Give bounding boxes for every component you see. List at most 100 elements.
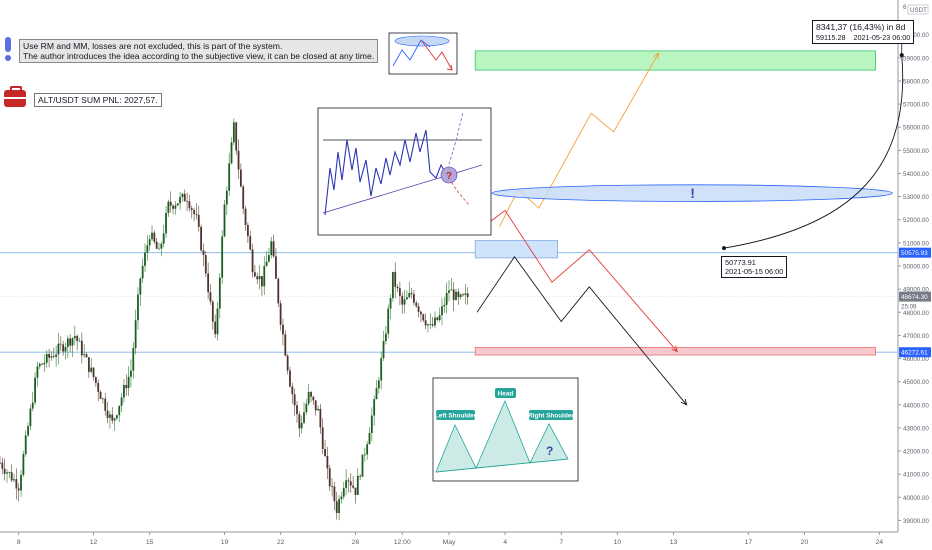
inset-triangle-diagram: ? bbox=[317, 107, 492, 236]
inset-question-mark: ? bbox=[446, 171, 452, 182]
candle-body bbox=[277, 278, 280, 304]
price-tick-label: 45000.00 bbox=[903, 379, 929, 386]
axis-price-text: 48674.30 bbox=[901, 294, 928, 301]
price-tick-label: 51000.00 bbox=[903, 240, 929, 247]
candle-body bbox=[239, 169, 242, 187]
candle-body bbox=[307, 392, 310, 404]
axis-price-tag bbox=[899, 291, 931, 302]
candle-body bbox=[377, 380, 380, 389]
candle-body bbox=[408, 293, 411, 298]
time-tick-label: 15 bbox=[146, 539, 154, 546]
time-tick-label: 7 bbox=[559, 539, 563, 546]
projection-red bbox=[486, 209, 678, 352]
candle-body bbox=[92, 367, 95, 378]
candle-body bbox=[422, 314, 425, 321]
start-price: 50773.91 bbox=[725, 258, 756, 267]
candle-body bbox=[448, 290, 450, 293]
candle-body bbox=[450, 289, 453, 291]
end-date: 2021-05-23 06:00 bbox=[853, 33, 911, 42]
currency-box bbox=[907, 4, 929, 15]
candle-body bbox=[246, 225, 249, 237]
candle-body bbox=[427, 324, 429, 326]
candle-body bbox=[434, 317, 436, 326]
pnl-label: ALT/USDT SUM PNL: 2027,57. bbox=[34, 93, 162, 107]
candle-body bbox=[347, 480, 350, 482]
candle-body bbox=[445, 292, 448, 305]
ellipse-exclamation: ! bbox=[690, 185, 695, 201]
candle-body bbox=[268, 255, 270, 262]
candle-body bbox=[457, 291, 460, 298]
price-tick-label: 48000.00 bbox=[903, 310, 929, 317]
candle-body bbox=[298, 414, 301, 429]
candle-body bbox=[244, 208, 247, 226]
gain-callout: 8341,37 (16,43%) in 8d 59115.28 2021-05-… bbox=[812, 20, 915, 44]
candle-body bbox=[293, 394, 296, 406]
candle-body bbox=[31, 402, 34, 409]
candle-body bbox=[438, 315, 441, 320]
price-tick-label: 52000.00 bbox=[903, 217, 929, 224]
candle-body bbox=[375, 388, 378, 400]
candle-body bbox=[300, 422, 303, 429]
candle-body bbox=[303, 412, 305, 423]
candle-body bbox=[389, 298, 392, 309]
candle-body bbox=[338, 499, 340, 513]
candle-body bbox=[335, 501, 338, 513]
candle-body bbox=[354, 487, 357, 495]
pattern-question-mark: ? bbox=[546, 444, 553, 458]
time-tick-label: 22 bbox=[277, 539, 285, 546]
candle-body bbox=[431, 324, 434, 326]
candle-body bbox=[441, 306, 443, 316]
inset-neckline bbox=[435, 458, 569, 473]
candle-body bbox=[429, 324, 432, 326]
candle-body bbox=[221, 236, 224, 278]
candle-body bbox=[415, 302, 418, 307]
candle-body bbox=[78, 340, 81, 342]
candle-body bbox=[195, 214, 198, 215]
candle-body bbox=[319, 408, 322, 428]
projection-arrowhead bbox=[653, 52, 660, 60]
candle-body bbox=[230, 142, 233, 164]
candle-body bbox=[235, 122, 238, 151]
candle-body bbox=[179, 197, 181, 204]
right-shoulder-label-bg bbox=[529, 410, 573, 420]
inset-swing-diagram bbox=[388, 32, 458, 75]
candle-body bbox=[289, 370, 291, 387]
candle-body bbox=[29, 408, 32, 427]
candle-body bbox=[265, 261, 268, 267]
exclamation-icon bbox=[5, 37, 11, 52]
zone-blue-entry bbox=[474, 240, 558, 259]
candle-body bbox=[71, 338, 74, 346]
candle-body bbox=[36, 366, 39, 378]
price-tick-label: 40000.00 bbox=[903, 495, 929, 502]
candle-body bbox=[43, 362, 46, 365]
exclamation-dot-icon bbox=[5, 55, 11, 61]
projection-black bbox=[476, 255, 687, 406]
candle-body bbox=[120, 397, 123, 406]
inset-price-path bbox=[324, 129, 447, 216]
candle-body bbox=[251, 249, 254, 273]
inset-head-shoulders-diagram: Left Shoulder Head Right Shoulder? bbox=[432, 377, 579, 482]
candle-body bbox=[45, 353, 48, 363]
candle-body bbox=[391, 271, 394, 299]
measure-start-dot bbox=[722, 246, 727, 251]
candle-body bbox=[406, 297, 408, 300]
candle-body bbox=[85, 354, 88, 358]
candle-body bbox=[97, 382, 100, 392]
candle-body bbox=[401, 295, 404, 305]
time-tick-label: 12 bbox=[90, 539, 98, 546]
gain-text: 8341,37 (16,43%) in 8d bbox=[816, 22, 906, 32]
candle-body bbox=[209, 292, 212, 302]
candle-body bbox=[118, 405, 121, 416]
projection-arrowhead bbox=[671, 345, 678, 353]
candle-body bbox=[90, 367, 93, 372]
candle-body bbox=[225, 190, 228, 205]
countdown-box bbox=[899, 301, 931, 311]
candle-body bbox=[99, 391, 102, 399]
candle-body bbox=[443, 304, 446, 307]
candle-body bbox=[256, 276, 259, 280]
axis-price-text: 46272.61 bbox=[901, 350, 928, 357]
candle-body bbox=[363, 454, 366, 456]
price-tick-label: 57000.00 bbox=[903, 102, 929, 109]
candle-body bbox=[237, 150, 240, 170]
